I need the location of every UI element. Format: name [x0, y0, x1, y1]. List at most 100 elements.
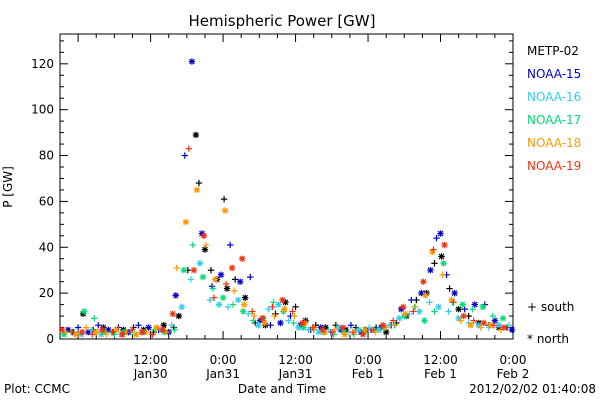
data-point-north	[99, 326, 106, 334]
data-point-south	[290, 319, 297, 327]
data-point-north	[319, 326, 326, 334]
data-point-north	[460, 312, 467, 320]
data-point-south	[206, 296, 214, 304]
data-point-north	[467, 322, 474, 329]
data-point-south	[103, 331, 110, 338]
data-point-south	[292, 303, 299, 311]
data-point-north	[480, 319, 488, 327]
data-point-north	[228, 264, 236, 272]
data-point-south	[251, 312, 258, 320]
data-point-south	[349, 328, 357, 336]
data-point-south	[265, 305, 272, 313]
data-point-north	[236, 278, 244, 285]
data-point-south	[247, 273, 254, 281]
data-point-south	[181, 152, 189, 159]
data-point-south	[369, 326, 377, 334]
data-point-north	[471, 301, 478, 308]
data-point-north	[119, 331, 126, 338]
data-point-north	[139, 328, 146, 336]
data-point-south	[210, 294, 218, 301]
y-tick-label: 60	[39, 194, 54, 208]
marker-legend-entry: * north	[527, 332, 569, 346]
y-axis-label: P [GW]	[1, 166, 15, 208]
x-tick-time-label: 12:00	[133, 353, 168, 367]
data-point-south	[431, 260, 438, 267]
legend-entry: METP-02	[527, 44, 579, 58]
data-point-north	[241, 301, 248, 308]
data-point-north	[193, 186, 201, 194]
data-point-north	[300, 324, 307, 331]
data-point-south	[129, 326, 136, 334]
data-point-south	[245, 310, 252, 317]
data-point-south	[220, 195, 228, 203]
data-point-south	[505, 322, 513, 329]
data-point-north	[201, 246, 209, 253]
data-point-north	[451, 289, 458, 297]
data-point-north	[359, 331, 367, 338]
data-point-south	[185, 145, 193, 152]
data-point-north	[416, 308, 423, 315]
data-point-north	[169, 310, 176, 317]
data-point-south	[95, 322, 102, 329]
data-point-south	[309, 324, 316, 331]
data-point-north	[402, 310, 409, 317]
data-point-south	[477, 324, 484, 331]
data-point-north	[178, 303, 186, 311]
data-point-north	[200, 232, 208, 240]
data-point-south	[285, 317, 292, 324]
y-tick-label: 100	[31, 103, 54, 117]
x-tick-date-label: Feb 1	[352, 367, 385, 381]
data-point-south	[270, 299, 277, 306]
data-point-north	[277, 319, 284, 327]
data-point-south	[490, 322, 498, 329]
data-point-north	[182, 218, 190, 226]
data-point-south	[269, 303, 276, 311]
data-point-south	[289, 308, 296, 315]
data-point-south	[222, 280, 230, 288]
data-point-north	[93, 328, 100, 336]
marker-legend-entry: + south	[527, 300, 574, 314]
data-point-south	[392, 322, 399, 329]
data-point-south	[412, 303, 419, 311]
x-tick-time-label: 0:00	[210, 353, 237, 367]
x-tick-date-label: Feb 2	[497, 367, 530, 381]
plot-frame	[59, 33, 514, 340]
data-point-north	[159, 326, 166, 334]
data-point-north	[281, 305, 288, 313]
data-point-north	[279, 296, 286, 304]
data-point-north	[455, 305, 462, 313]
data-point-north	[219, 294, 227, 301]
data-point-north	[188, 58, 196, 65]
data-point-south	[430, 246, 437, 253]
data-point-south	[291, 312, 298, 320]
data-point-north	[192, 131, 200, 139]
data-point-south	[450, 299, 457, 306]
data-point-north	[133, 331, 140, 338]
data-point-south	[347, 322, 355, 329]
data-point-north	[500, 324, 508, 331]
data-point-north	[196, 260, 204, 267]
x-tick-time-label: 0:00	[355, 353, 382, 367]
data-point-south	[195, 179, 203, 187]
y-tick-label: 20	[39, 286, 54, 300]
data-point-north	[435, 303, 442, 311]
plot-credit: Plot: CCMC	[4, 382, 70, 396]
data-point-south	[209, 285, 217, 292]
data-point-north	[355, 326, 363, 334]
data-point-south	[446, 285, 453, 292]
data-point-north	[80, 308, 88, 315]
data-point-north	[299, 319, 306, 327]
data-point-north	[479, 303, 486, 311]
data-point-north	[275, 301, 282, 308]
data-point-north	[58, 326, 66, 334]
data-points	[58, 58, 516, 338]
data-point-south	[410, 308, 417, 315]
data-point-north	[223, 285, 231, 292]
data-point-north	[422, 292, 429, 299]
data-point-south	[226, 241, 234, 249]
data-point-south	[390, 317, 397, 324]
x-tick-date-label: Jan31	[278, 367, 313, 381]
y-tick-label: 80	[39, 149, 54, 163]
data-point-north	[441, 241, 448, 249]
